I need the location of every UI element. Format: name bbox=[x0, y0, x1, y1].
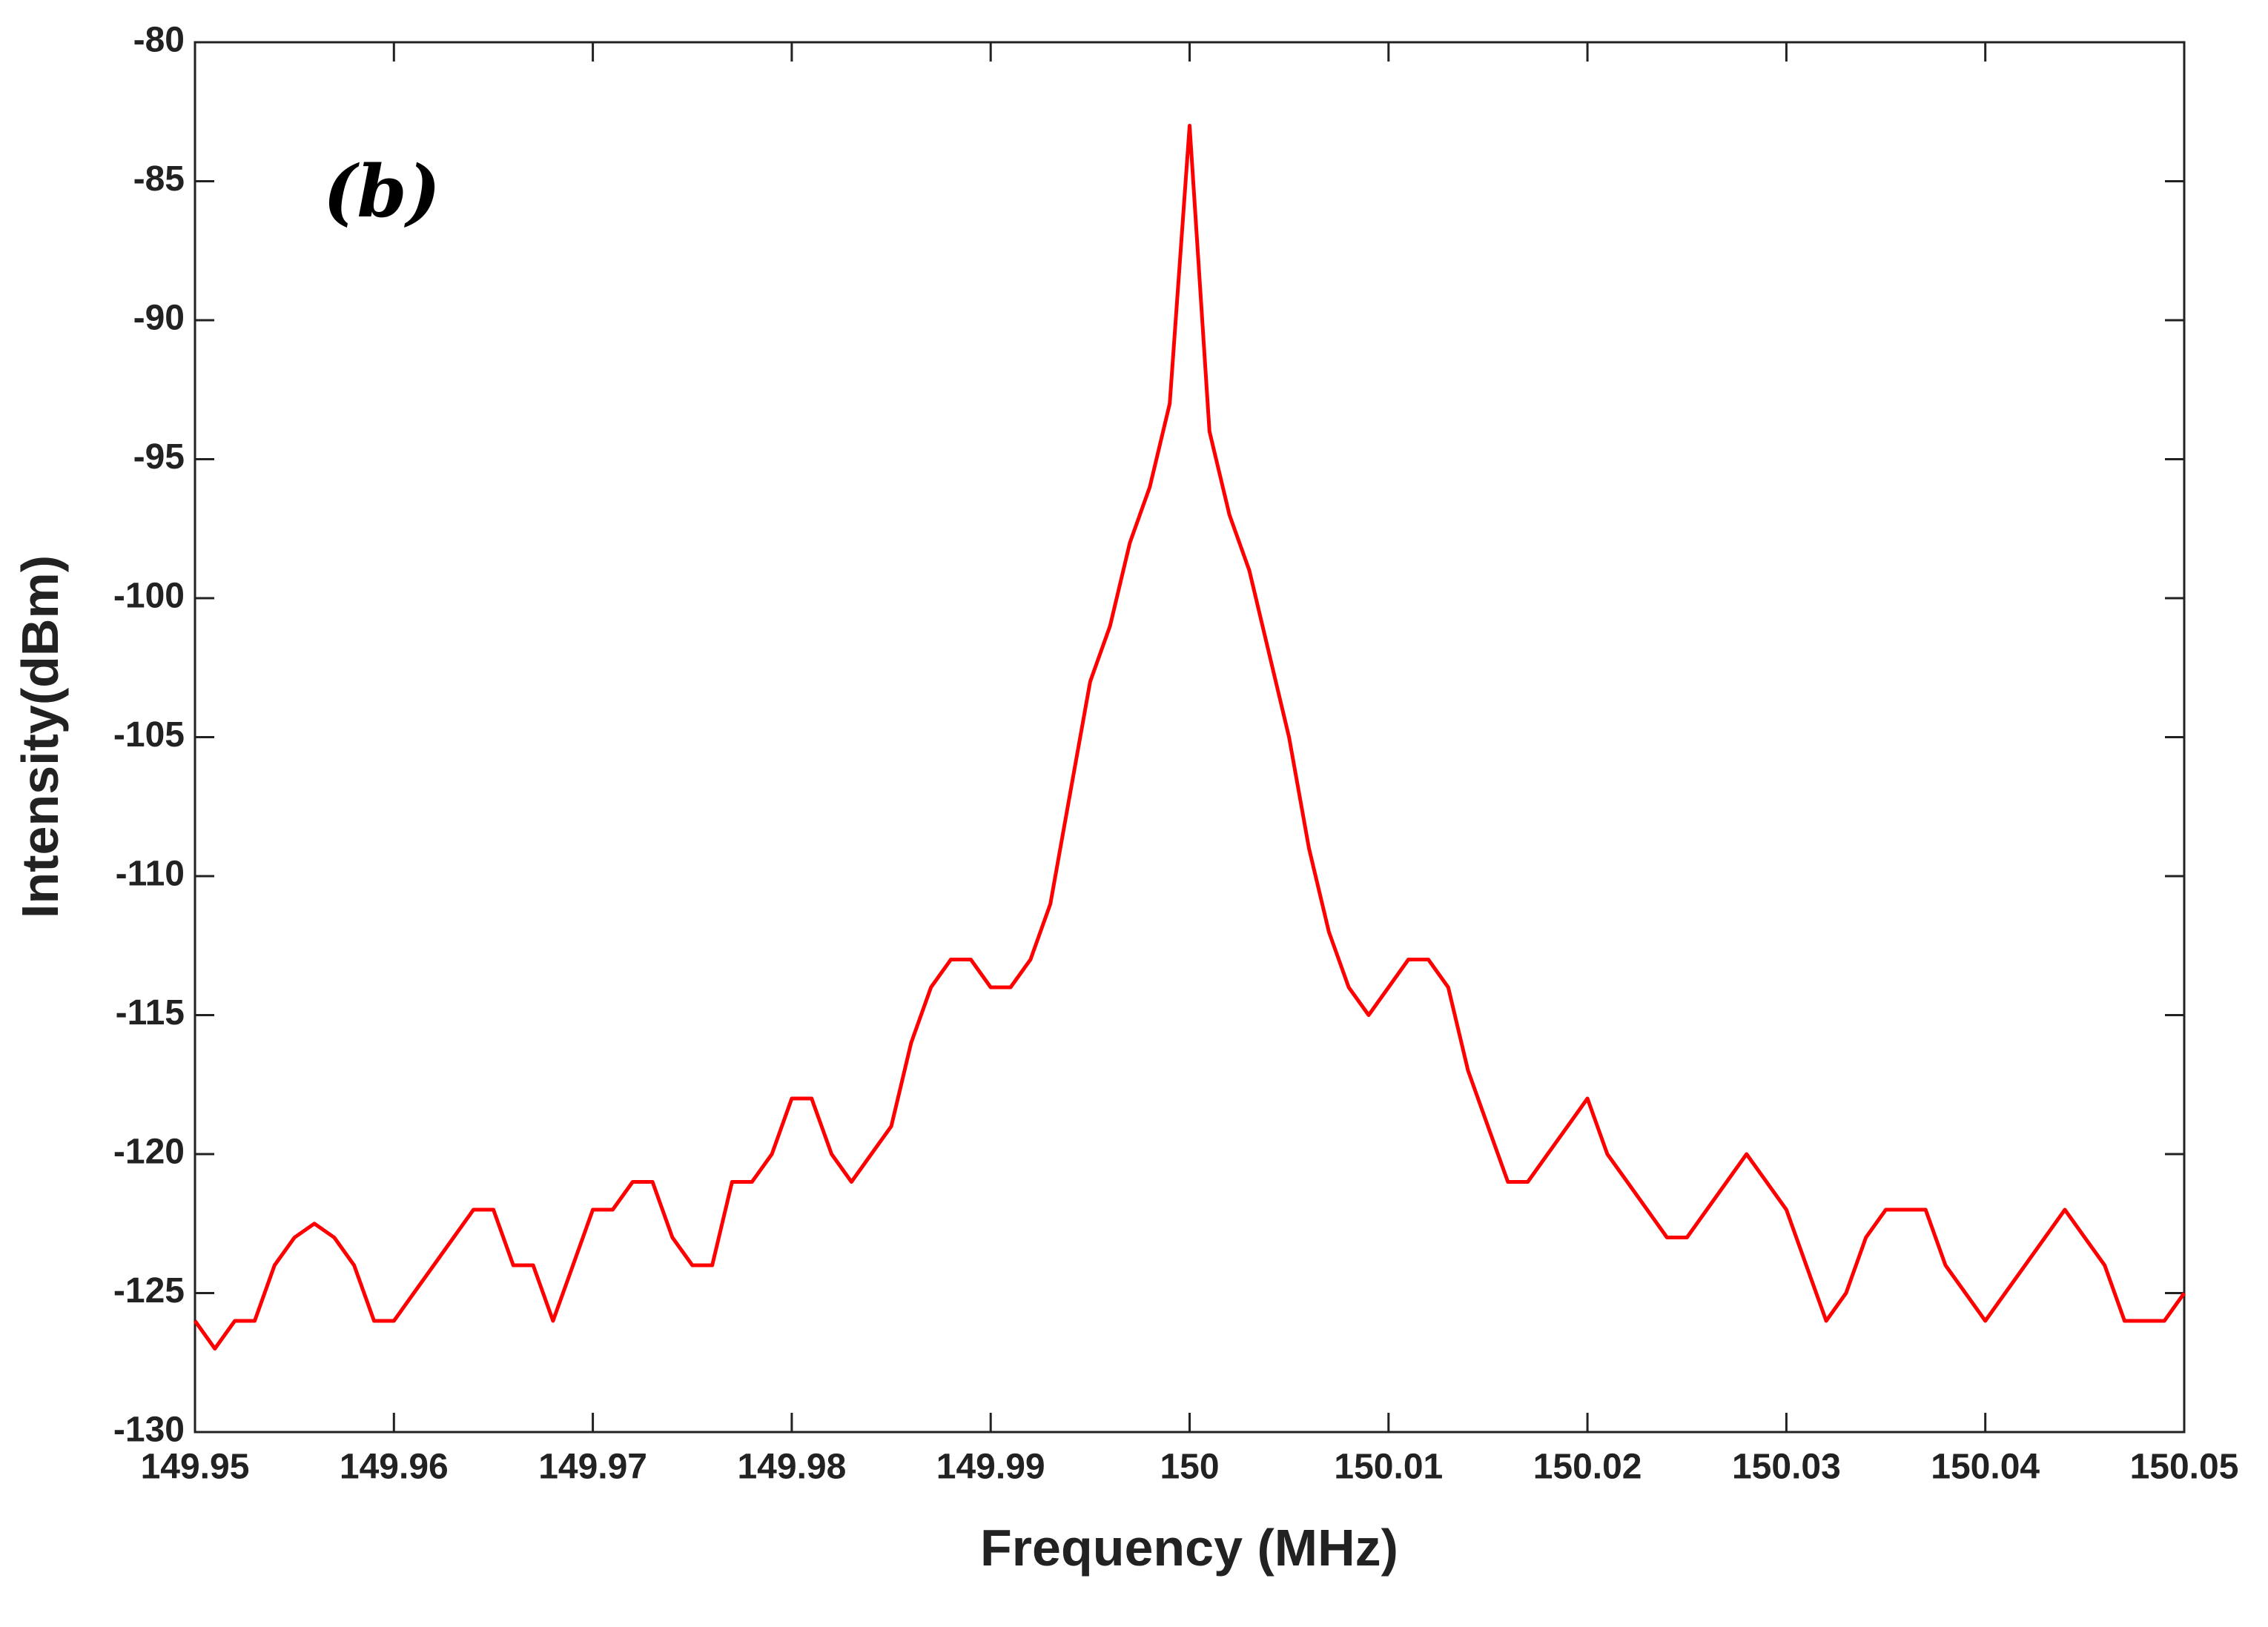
x-tick-label: 149.95 bbox=[141, 1448, 250, 1487]
x-axis-label: Frequency (MHz) bbox=[980, 1519, 1398, 1577]
x-tick-label: 150.05 bbox=[2130, 1448, 2239, 1487]
y-tick-label: -125 bbox=[113, 1271, 185, 1310]
y-tick-label: -120 bbox=[113, 1133, 185, 1172]
y-tick-label: -80 bbox=[133, 21, 185, 60]
y-tick-label: -90 bbox=[133, 299, 185, 338]
y-tick-label: -110 bbox=[116, 855, 185, 894]
spectrum-line bbox=[193, 124, 2186, 1351]
x-tick-label: 149.96 bbox=[340, 1448, 449, 1487]
x-tick-label: 150.04 bbox=[1931, 1448, 2040, 1487]
x-tick-label: 149.99 bbox=[936, 1448, 1045, 1487]
y-tick-label: -130 bbox=[113, 1411, 185, 1450]
x-tick-label: 149.97 bbox=[538, 1448, 647, 1487]
x-tick-label: 149.98 bbox=[737, 1448, 846, 1487]
y-tick-label: -85 bbox=[133, 159, 185, 199]
plot-frame bbox=[194, 41, 2186, 1434]
x-tick-label: 150 bbox=[1160, 1448, 1219, 1487]
y-tick-label: -105 bbox=[113, 715, 185, 755]
x-tick-label: 150.03 bbox=[1732, 1448, 1841, 1487]
y-tick-label: -115 bbox=[116, 993, 185, 1033]
x-tick-label: 150.02 bbox=[1533, 1448, 1642, 1487]
y-tick-label: -100 bbox=[113, 577, 185, 616]
x-tick-label: 150.01 bbox=[1334, 1448, 1443, 1487]
y-tick-label: -95 bbox=[133, 437, 185, 477]
annotation: (b) bbox=[323, 150, 440, 233]
y-axis-label: Intensity(dBm) bbox=[11, 555, 69, 918]
